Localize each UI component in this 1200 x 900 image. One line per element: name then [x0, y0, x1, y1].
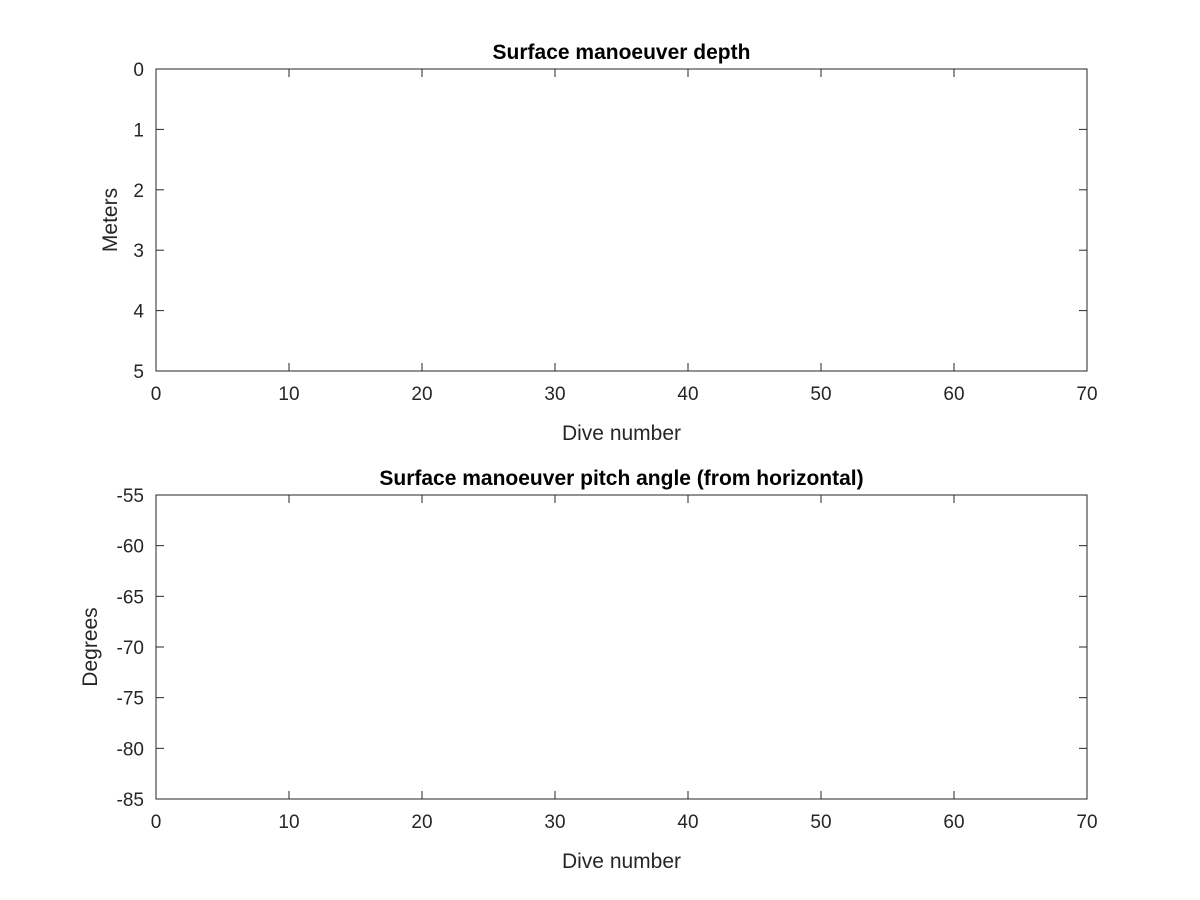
y-tick-label: 4 [133, 302, 144, 323]
x-axis-label: Dive number [562, 850, 681, 873]
y-tick-label: 1 [133, 120, 144, 141]
x-axis-label: Dive number [562, 422, 681, 445]
y-tick-label: -75 [117, 689, 144, 710]
y-tick-label: -55 [117, 486, 144, 507]
chart-title: Surface manoeuver depth [493, 41, 751, 64]
x-tick-label: 10 [278, 384, 299, 405]
x-tick-label: 30 [544, 812, 565, 833]
y-tick-label: -70 [117, 638, 144, 659]
y-tick-label: 2 [133, 181, 144, 202]
x-tick-label: 20 [411, 384, 432, 405]
y-tick-label: 3 [133, 241, 144, 262]
x-tick-label: 50 [810, 384, 831, 405]
y-tick-label: -85 [117, 790, 144, 811]
y-axis-label: Degrees [79, 607, 102, 686]
x-tick-label: 40 [677, 812, 698, 833]
x-tick-label: 70 [1076, 812, 1097, 833]
x-tick-label: 20 [411, 812, 432, 833]
y-tick-label: 5 [133, 362, 144, 383]
y-tick-label: -80 [117, 739, 144, 760]
x-tick-label: 60 [943, 384, 964, 405]
pitch-chart-panel: 0 10 20 30 40 50 60 70 -55 -60 -65 -70 -75 -80 -85 Surf… [79, 467, 1098, 873]
x-tick-label: 40 [677, 384, 698, 405]
x-tick-label: 0 [151, 812, 162, 833]
x-tick-label: 30 [544, 384, 565, 405]
x-tick-label: 0 [151, 384, 162, 405]
x-tick-label: 50 [810, 812, 831, 833]
y-tick-label: 0 [133, 60, 144, 81]
x-tick-label: 60 [943, 812, 964, 833]
y-tick-label: -65 [117, 587, 144, 608]
chart-title: Surface manoeuver pitch angle (from hori… [379, 467, 863, 490]
x-tick-label: 70 [1076, 384, 1097, 405]
y-axis-label: Meters [99, 188, 122, 252]
axes-box [155, 494, 1088, 800]
depth-chart-panel: 0 10 20 30 40 50 60 70 0 1 2 3 4 5 Surface manoeuver d… [99, 41, 1098, 445]
x-tick-label: 10 [278, 812, 299, 833]
axes-box [155, 68, 1088, 372]
y-tick-label: -60 [117, 537, 144, 558]
